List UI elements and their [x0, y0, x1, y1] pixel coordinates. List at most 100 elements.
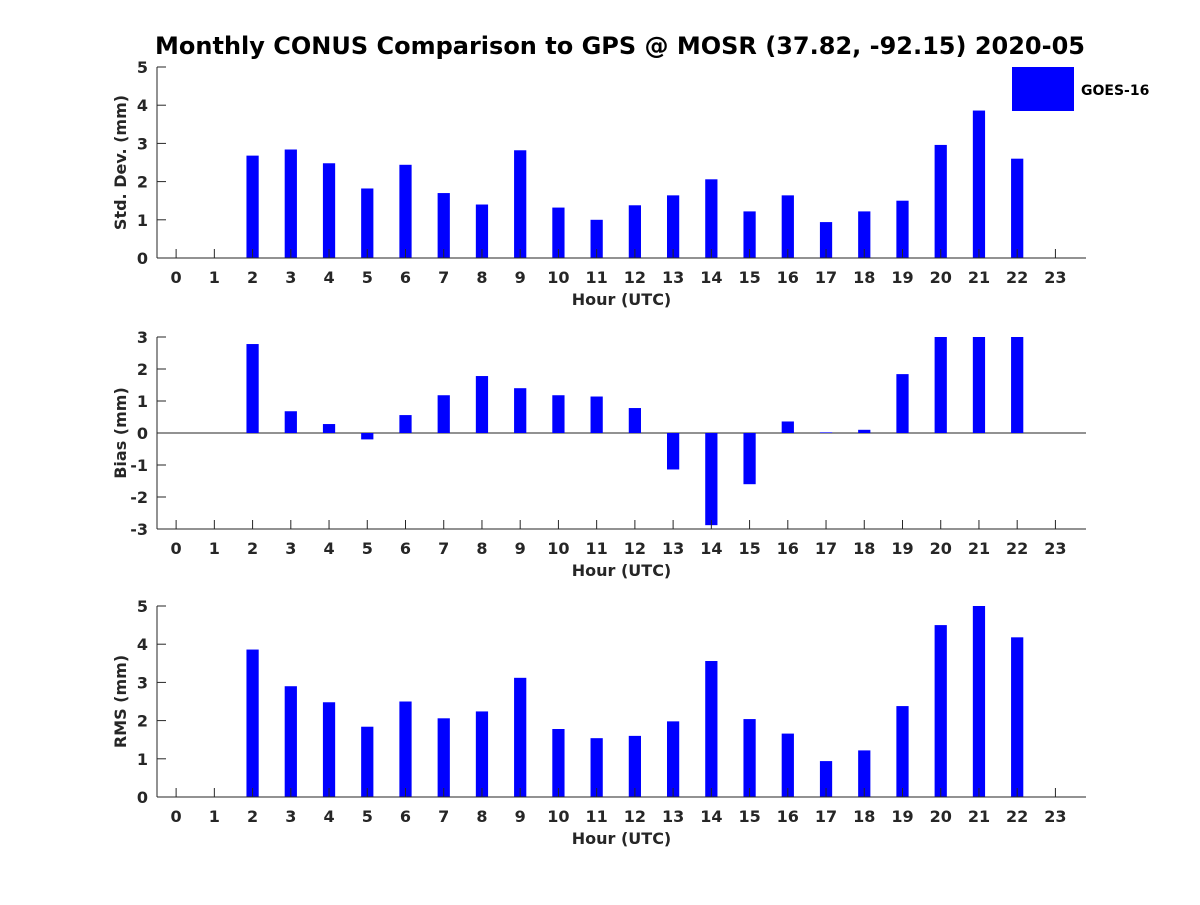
bias-bar-hour-15 — [743, 433, 756, 485]
bias-x-tick-label-23: 23 — [1044, 539, 1066, 558]
std-dev-x-tick-label-20: 20 — [930, 268, 952, 287]
bias-x-tick-label-17: 17 — [815, 539, 837, 558]
rms-bar-hour-3 — [284, 686, 297, 797]
std-dev-x-tick-label-15: 15 — [738, 268, 760, 287]
std-dev-y-axis-label: Std. Dev. (mm) — [111, 95, 130, 230]
std-dev-x-tick-label-16: 16 — [777, 268, 799, 287]
bias-x-tick-label-14: 14 — [700, 539, 722, 558]
rms-bar-hour-16 — [781, 733, 794, 797]
std-dev-y-tick-label-1: 1 — [137, 211, 148, 230]
rms-y-axis-label: RMS (mm) — [111, 655, 130, 748]
rms-x-tick-label-12: 12 — [624, 807, 646, 826]
rms-bar-hour-15 — [743, 719, 756, 797]
std-dev-x-tick-label-14: 14 — [700, 268, 722, 287]
bias-bar-hour-22 — [1011, 337, 1024, 433]
std-dev-y-tick-label-0: 0 — [137, 249, 148, 268]
bias-y-tick-label-2: -1 — [130, 456, 148, 475]
bias-bar-hour-10 — [552, 395, 565, 433]
rms-x-tick-label-23: 23 — [1044, 807, 1066, 826]
bias-y-tick-label-5: 2 — [137, 360, 148, 379]
rms-bar-hour-17 — [819, 761, 833, 797]
bias-bar-hour-14 — [705, 433, 718, 526]
std-dev-bar-hour-12 — [628, 205, 641, 258]
std-dev-x-tick-label-12: 12 — [624, 268, 646, 287]
bias-x-axis-label: Hour (UTC) — [572, 561, 672, 580]
rms-x-tick-label-20: 20 — [930, 807, 952, 826]
rms-bar-hour-13 — [666, 721, 680, 797]
rms-x-tick-label-0: 0 — [171, 807, 182, 826]
bias-x-tick-label-11: 11 — [586, 539, 608, 558]
std-dev-x-tick-label-10: 10 — [547, 268, 569, 287]
rms-x-tick-label-19: 19 — [891, 807, 913, 826]
bias-x-tick-label-7: 7 — [438, 539, 449, 558]
bias-bar-hour-17 — [819, 432, 833, 433]
bias-bar-hour-13 — [666, 433, 680, 470]
std-dev-x-tick-label-18: 18 — [853, 268, 875, 287]
std-dev-bar-hour-6 — [399, 164, 412, 258]
bias-y-tick-label-6: 3 — [137, 328, 148, 347]
std-dev-x-tick-label-7: 7 — [438, 268, 449, 287]
std-dev-bar-hour-20 — [934, 144, 947, 258]
rms-x-tick-label-11: 11 — [586, 807, 608, 826]
bias-x-tick-label-5: 5 — [362, 539, 373, 558]
std-dev-bar-hour-8 — [475, 204, 489, 258]
rms-bar-hour-20 — [934, 625, 947, 797]
rms-x-tick-label-22: 22 — [1006, 807, 1028, 826]
legend-label: GOES-16 — [1081, 83, 1149, 99]
bias-x-tick-label-4: 4 — [323, 539, 334, 558]
rms-bar-hour-18 — [858, 750, 871, 797]
bias-bar-hour-20 — [934, 337, 947, 433]
rms-x-tick-label-9: 9 — [515, 807, 526, 826]
std-dev-bar-hour-9 — [514, 150, 527, 258]
rms-y-tick-label-1: 1 — [137, 750, 148, 769]
std-dev-bar-hour-14 — [705, 179, 718, 258]
bias-x-tick-label-15: 15 — [738, 539, 760, 558]
std-dev-x-tick-label-8: 8 — [476, 268, 487, 287]
rms-bar-hour-5 — [361, 726, 374, 797]
bias-x-tick-label-9: 9 — [515, 539, 526, 558]
std-dev-bar-hour-7 — [437, 193, 450, 258]
bias-x-tick-label-20: 20 — [930, 539, 952, 558]
rms-x-tick-label-13: 13 — [662, 807, 684, 826]
rms-x-tick-label-5: 5 — [362, 807, 373, 826]
bias-bar-hour-5 — [361, 433, 374, 440]
bias-x-tick-label-3: 3 — [285, 539, 296, 558]
bias-y-tick-label-0: -3 — [130, 520, 148, 539]
rms-bar-hour-8 — [475, 711, 489, 797]
bias-bar-hour-2 — [246, 344, 259, 433]
rms-x-tick-label-7: 7 — [438, 807, 449, 826]
legend-swatch — [1012, 67, 1074, 111]
std-dev-x-tick-label-21: 21 — [968, 268, 990, 287]
bias-bar-hour-18 — [858, 429, 871, 433]
rms-x-tick-label-4: 4 — [323, 807, 334, 826]
bias-bar-hour-7 — [437, 395, 450, 433]
std-dev-x-tick-label-19: 19 — [891, 268, 913, 287]
std-dev-y-tick-label-4: 4 — [137, 96, 148, 115]
rms-x-tick-label-16: 16 — [777, 807, 799, 826]
std-dev-x-tick-label-2: 2 — [247, 268, 258, 287]
std-dev-x-tick-label-13: 13 — [662, 268, 684, 287]
rms-bar-hour-19 — [896, 706, 909, 797]
bias-bar-hour-21 — [972, 337, 986, 433]
std-dev-bar-hour-16 — [781, 195, 794, 258]
bias-x-tick-label-1: 1 — [209, 539, 220, 558]
bias-subplot: 0 1 2 3 4 5 6 7 8 9 10 11 12 13 14 15 16 17 18 19 20 21 22 23-3… — [111, 328, 1086, 580]
rms-x-tick-label-10: 10 — [547, 807, 569, 826]
bias-x-tick-label-12: 12 — [624, 539, 646, 558]
bias-x-tick-label-18: 18 — [853, 539, 875, 558]
std-dev-x-tick-label-17: 17 — [815, 268, 837, 287]
bias-bar-hour-12 — [628, 408, 641, 433]
bias-y-tick-label-4: 1 — [137, 392, 148, 411]
rms-x-axis-label: Hour (UTC) — [572, 829, 672, 848]
std-dev-bar-hour-5 — [361, 188, 374, 258]
std-dev-x-tick-label-1: 1 — [209, 268, 220, 287]
rms-bar-hour-10 — [552, 729, 565, 797]
rms-bar-hour-9 — [514, 677, 527, 797]
std-dev-x-tick-label-23: 23 — [1044, 268, 1066, 287]
std-dev-x-tick-label-6: 6 — [400, 268, 411, 287]
std-dev-bar-hour-4 — [322, 163, 336, 258]
bias-x-tick-label-22: 22 — [1006, 539, 1028, 558]
rms-x-tick-label-18: 18 — [853, 807, 875, 826]
rms-x-tick-label-6: 6 — [400, 807, 411, 826]
rms-x-tick-label-21: 21 — [968, 807, 990, 826]
